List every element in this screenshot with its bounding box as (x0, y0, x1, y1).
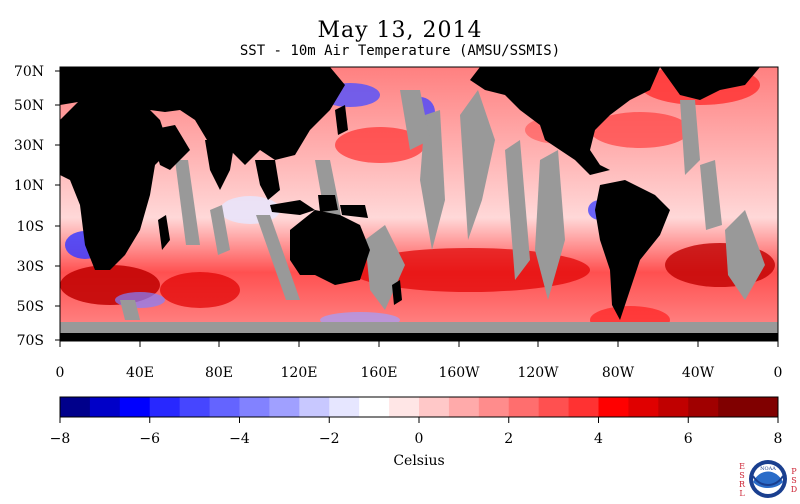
lat-label: 50N (14, 98, 44, 114)
colorbar-cell (179, 397, 211, 417)
colorbar-cell (448, 397, 480, 417)
map-subtitle: SST - 10m Air Temperature (AMSU/SSMIS) (239, 43, 561, 59)
lat-label: 70S (17, 333, 44, 349)
logo-left-letter: S (739, 471, 744, 480)
longitude-labels: 0 40E 80E 120E 160E 160W 120W 80W 40W 0 (56, 365, 783, 381)
colorbar-unit-label: Celsius (393, 453, 444, 469)
colorbar-cell (89, 397, 121, 417)
lat-label: 10S (17, 219, 44, 235)
colorbar-ticks (59, 417, 779, 423)
longitude-ticks (59, 341, 779, 347)
colorbar-cell (419, 397, 450, 417)
colorbar-cell (149, 397, 181, 417)
colorbar-cell (239, 397, 270, 417)
lon-label: 0 (774, 365, 783, 381)
logo-right-letter: D (791, 485, 797, 494)
colorbar-cell (119, 397, 151, 417)
colorbar-tick-label: 8 (774, 431, 783, 447)
colorbar-tick-label: −4 (229, 431, 250, 447)
logo-left-letter: E (739, 462, 745, 471)
colorbar-tick-label: 6 (684, 431, 693, 447)
colorbar-cell (568, 397, 599, 417)
colorbar-tick-label: 2 (504, 431, 513, 447)
colorbar-cell (538, 397, 570, 417)
lat-label: 30N (14, 138, 44, 154)
latitude-labels: 70N 50N 30N 10N 10S 30S 50S 70S (14, 64, 44, 349)
logo-left-letter: L (739, 489, 745, 498)
logo-right-letter: P (791, 467, 797, 476)
colorbar-cell (269, 397, 300, 417)
latitude-ticks (55, 70, 60, 341)
colorbar-cell (359, 397, 390, 417)
colorbar-tick-label: −6 (139, 431, 160, 447)
lon-label: 40E (126, 365, 154, 381)
lat-label: 10N (14, 178, 44, 194)
lon-label: 120W (517, 365, 559, 381)
noaa-logo-icon: E S R L P S D NOAA (739, 460, 797, 498)
map-title: May 13, 2014 (317, 18, 483, 43)
colorbar-tick-label: −8 (50, 431, 71, 447)
lon-label: 80W (602, 365, 635, 381)
colorbar-cell (658, 397, 689, 417)
esrl-psd-noaa-logo: E S R L P S D NOAA (738, 458, 800, 500)
colorbar-cell (329, 397, 360, 417)
lon-label: 40W (682, 365, 715, 381)
logo-right-letter: S (791, 476, 796, 485)
lon-label: 0 (56, 365, 65, 381)
lon-label: 120E (281, 365, 318, 381)
colorbar-tick-label: −2 (319, 431, 340, 447)
colorbar-cell (628, 397, 659, 417)
colorbar-cell (209, 397, 240, 417)
colorbar-cell (598, 397, 629, 417)
colorbar-cell (508, 397, 540, 417)
logo-left-letter: R (739, 480, 746, 489)
colorbar-cell (748, 397, 779, 417)
colorbar-cell (60, 397, 91, 417)
colorbar-tick-label: 0 (415, 431, 424, 447)
colorbar-cell (718, 397, 749, 417)
colorbar-cell (688, 397, 719, 417)
lon-label: 160W (438, 365, 480, 381)
logo-center-text: NOAA (760, 466, 776, 472)
lon-label: 160E (361, 365, 398, 381)
lat-label: 70N (14, 64, 44, 80)
colorbar-cell (478, 397, 510, 417)
colorbar (60, 397, 779, 417)
lat-label: 50S (17, 299, 44, 315)
lon-label: 80E (205, 365, 233, 381)
sst-anomaly-map (60, 67, 778, 341)
colorbar-cell (389, 397, 420, 417)
land-masses (60, 67, 778, 341)
map-frame (59, 66, 779, 342)
colorbar-cell (299, 397, 330, 417)
colorbar-tick-label: 4 (594, 431, 603, 447)
colorbar-tick-labels: −8 −6 −4 −2 0 2 4 6 8 (50, 431, 783, 447)
lat-label: 30S (17, 259, 44, 275)
